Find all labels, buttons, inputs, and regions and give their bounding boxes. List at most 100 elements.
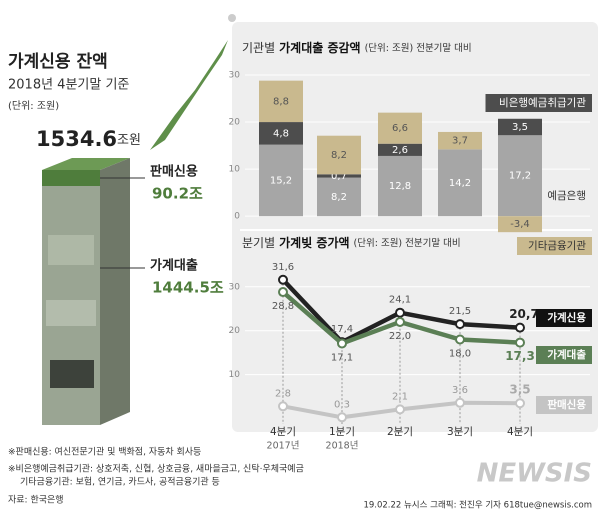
block-top [42,158,130,170]
value-label: 17,4 [331,324,353,335]
point [455,397,465,408]
x-year-label: 2017년 [267,441,300,452]
money-trail [150,40,228,150]
point [395,316,405,327]
value-label: 3,5 [509,383,530,397]
block-sales-credit [42,170,100,186]
value-label: 17,2 [509,171,531,182]
point [337,412,347,423]
bar-segment [378,143,422,156]
banknote [50,360,94,388]
y-tick-label: 20 [229,326,241,336]
x-year-label: 2018년 [326,441,359,452]
charts: 기관별 가계대출 증감액 (단위: 조원) 전분기말 대비 0 10 20 30 15,2 4,… [229,40,592,452]
value-label: -3,4 [510,219,530,230]
value-label: 3,5 [512,122,528,133]
point [278,401,288,412]
value-label: 17,1 [331,352,353,363]
bar-segment [259,80,303,123]
item-name: 판매신용 [150,164,198,180]
value-label: 14,2 [449,178,471,189]
legend-label: 기타금융기관 [528,240,586,252]
item-name: 가계대출 [150,258,198,274]
title-sub: (단위: 조원) 전분기말 대비 [365,42,472,54]
value-label: 2,8 [275,388,291,399]
left-total: 1534.6조원 [36,127,141,151]
value-label: 24,1 [389,295,411,306]
item-value: 90.2조 [152,185,203,203]
money-block [42,14,236,425]
legend-label: 가계신용 [547,311,586,324]
point [278,274,288,285]
point [337,338,347,349]
source: 자료: 한국은행 [8,494,64,506]
value-label: 28,8 [272,301,294,312]
value-label: 3,6 [452,385,468,396]
bar-segment [438,131,482,150]
note: ※비은행예금취급기관: 상호저축, 신협, 상호금융, 새마을금고, 신탁·우체… [8,463,304,475]
value-label: 21,5 [449,306,471,317]
point [515,322,525,333]
value-label: 2,1 [392,391,408,402]
figure [228,14,236,22]
value-label: 18,0 [449,349,471,360]
bar-segment [317,135,361,175]
point [278,287,288,298]
legend-label: 판매신용 [547,398,586,411]
legend-label: 가계대출 [547,348,586,361]
banknote [48,235,94,265]
legend-box [517,237,592,255]
point [395,404,405,415]
value-label: 2,6 [392,145,408,156]
note: 기타금융기관: 보험, 연기금, 카드사, 공적금융기관 등 [20,476,220,488]
bar-segment [498,135,542,217]
y-tick-label: 10 [229,165,241,175]
value-label: 17,3 [505,349,535,363]
legend-label: 비은행예금취급기관 [499,96,586,109]
left-subtitle: 2018년 4분기말 기준 [8,78,129,93]
left-unit: (단위: 조원) [8,99,59,112]
value-label: 8,2 [331,150,347,161]
value-label: 3,7 [452,136,468,147]
logo: NEWSIS [477,459,592,489]
x-tick-label: 4분기 [270,426,296,438]
bar-segment [259,144,303,217]
value-label: 4,8 [273,128,289,139]
point [455,334,465,345]
y-tick-label: 10 [229,370,241,380]
point [395,307,405,318]
y-tick-label: 30 [229,71,241,81]
bar-segment [498,118,542,136]
bar-segment [259,122,303,145]
bar-segment [438,149,482,217]
credit: 19.02.22 뉴시스 그래픽: 전진우 기자 618tue@newsis.c… [363,500,592,511]
legend-box [536,346,592,364]
bar-segment [498,216,542,233]
value-label: 12,8 [389,181,411,192]
value-label: 20,7 [509,307,539,321]
title-sub: (단위: 조원) 전분기말 대비 [354,237,461,249]
bar-segment [317,174,361,178]
legend-box [485,94,592,112]
legend-label: 예금은행 [547,189,586,202]
value-label: 0,7 [331,171,347,182]
value-label: 22,0 [389,331,411,342]
point [455,319,465,330]
title-main: 가계대출 증감액 [279,40,360,55]
y-tick-label: 20 [229,118,241,128]
x-tick-label: 1분기 [329,426,355,438]
banknote [46,300,96,326]
total-unit: 조원 [117,133,141,148]
title-prefix: 기관별 [242,41,275,55]
value-label: 6,6 [392,123,408,134]
x-tick-label: 3분기 [447,426,473,438]
chart-title: 분기별 가계빚 증가액 (단위: 조원) 전분기말 대비 [242,235,461,250]
point [515,337,525,348]
left-title: 가계신용 잔액 [8,52,108,72]
value-label: 0,3 [334,399,350,410]
value-label: 8,2 [331,192,347,203]
chart-title: 기관별 가계대출 증감액 (단위: 조원) 전분기말 대비 [242,40,472,55]
